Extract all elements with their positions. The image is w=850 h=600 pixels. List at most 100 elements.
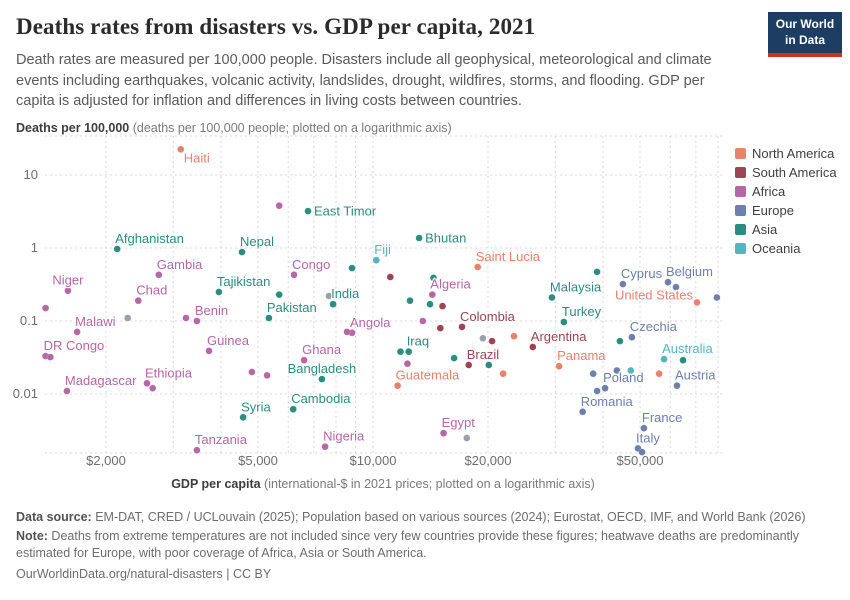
data-point-guinea[interactable]: [205, 347, 213, 355]
data-point-benin[interactable]: [193, 317, 201, 325]
data-point[interactable]: [479, 334, 487, 342]
data-point[interactable]: [672, 283, 680, 291]
data-point-tajikistan[interactable]: [215, 288, 223, 296]
data-point-panama[interactable]: [555, 362, 563, 370]
data-point[interactable]: [429, 274, 438, 282]
data-point[interactable]: [488, 337, 496, 345]
data-point[interactable]: [499, 370, 507, 378]
data-point-united-states[interactable]: [693, 298, 701, 307]
data-point[interactable]: [679, 356, 687, 364]
data-point[interactable]: [248, 368, 256, 376]
data-point-malaysia[interactable]: [548, 293, 556, 302]
data-point-romania[interactable]: [579, 408, 587, 416]
data-point[interactable]: [463, 434, 471, 442]
data-point[interactable]: [638, 448, 646, 456]
data-point-algeria[interactable]: [428, 290, 436, 299]
data-point[interactable]: [426, 300, 434, 308]
data-point[interactable]: [616, 337, 624, 345]
data-point[interactable]: [419, 317, 427, 325]
data-point[interactable]: [593, 387, 601, 395]
legend-swatch-oceania: [735, 243, 746, 254]
data-point-colombia[interactable]: [458, 323, 466, 331]
data-point-east-timor[interactable]: [304, 207, 312, 215]
data-point[interactable]: [386, 273, 394, 281]
legend-item-africa[interactable]: Africa: [735, 182, 837, 201]
footer-link[interactable]: OurWorldinData.org/natural-disasters | C…: [16, 567, 272, 581]
data-point[interactable]: [438, 302, 447, 310]
data-point-gambia[interactable]: [155, 271, 163, 279]
data-point-saint-lucia[interactable]: [474, 263, 482, 271]
data-point-cambodia[interactable]: [289, 405, 297, 413]
data-point-turkey[interactable]: [560, 318, 568, 326]
country-label: Malawi: [75, 314, 116, 329]
country-label: Panama: [557, 348, 606, 363]
data-point-haiti[interactable]: [177, 145, 185, 153]
data-point[interactable]: [263, 371, 271, 380]
data-point-brazil[interactable]: [465, 361, 473, 369]
data-point-belgium[interactable]: [664, 278, 672, 286]
data-point-fiji[interactable]: [372, 256, 380, 264]
data-point[interactable]: [450, 354, 458, 362]
data-point-tanzania[interactable]: [193, 446, 201, 454]
legend-item-asia[interactable]: Asia: [735, 220, 837, 239]
data-point[interactable]: [124, 314, 132, 322]
data-point[interactable]: [46, 353, 54, 361]
data-point[interactable]: [403, 360, 412, 368]
data-point[interactable]: [149, 384, 157, 392]
country-label: Cambodia: [291, 391, 351, 406]
data-point-ghana[interactable]: [300, 356, 308, 364]
data-point[interactable]: [348, 264, 356, 272]
data-point[interactable]: [406, 297, 414, 305]
data-point[interactable]: [396, 348, 405, 356]
data-point-pakistan[interactable]: [265, 314, 273, 322]
x-tick-label: $10,000: [350, 453, 397, 468]
data-point-congo[interactable]: [290, 271, 298, 279]
country-label: Saint Lucia: [476, 249, 541, 264]
legend-item-europe[interactable]: Europe: [735, 201, 837, 220]
data-point[interactable]: [275, 290, 283, 299]
data-point[interactable]: [589, 370, 597, 378]
data-point-egypt[interactable]: [439, 429, 448, 437]
data-point[interactable]: [436, 324, 444, 332]
data-point[interactable]: [182, 314, 190, 322]
data-point[interactable]: [485, 361, 493, 369]
data-point-bhutan[interactable]: [415, 234, 423, 242]
legend-item-south_america[interactable]: South America: [735, 163, 837, 182]
footer-note: Note: Deaths from extreme temperatures a…: [16, 528, 836, 563]
data-point-australia[interactable]: [660, 355, 668, 363]
data-point-nepal[interactable]: [238, 248, 246, 256]
data-point-austria[interactable]: [673, 382, 681, 390]
data-point-madagascar[interactable]: [63, 387, 71, 395]
data-point-iraq[interactable]: [405, 348, 413, 356]
data-point[interactable]: [275, 202, 283, 210]
data-point[interactable]: [627, 366, 635, 375]
data-point-afghanistan[interactable]: [113, 245, 121, 253]
data-point-india[interactable]: [329, 300, 337, 308]
data-point[interactable]: [510, 332, 518, 340]
data-point-cyprus[interactable]: [619, 280, 627, 288]
data-point-chad[interactable]: [134, 297, 142, 305]
owid-logo[interactable]: Our World in Data: [768, 12, 842, 57]
data-point-bangladesh[interactable]: [318, 375, 326, 383]
data-point-france[interactable]: [640, 424, 648, 432]
data-point[interactable]: [325, 292, 333, 300]
data-point-poland[interactable]: [601, 384, 609, 392]
data-point[interactable]: [41, 304, 50, 312]
data-point-ethiopia[interactable]: [143, 379, 151, 387]
country-label: Romania: [581, 394, 634, 409]
country-label: Nepal: [240, 234, 274, 249]
legend-item-north_america[interactable]: North America: [735, 144, 837, 163]
data-point[interactable]: [343, 328, 351, 336]
data-point-syria[interactable]: [239, 413, 247, 421]
data-point[interactable]: [655, 370, 663, 378]
data-point-argentina[interactable]: [529, 343, 537, 351]
data-point-guatemala[interactable]: [393, 382, 402, 390]
data-point[interactable]: [713, 293, 721, 302]
data-point-czechia[interactable]: [628, 333, 636, 341]
data-point-nigeria[interactable]: [321, 443, 329, 451]
data-point-niger[interactable]: [64, 287, 72, 295]
legend-item-oceania[interactable]: Oceania: [735, 239, 837, 258]
data-point[interactable]: [593, 268, 601, 276]
data-point[interactable]: [613, 366, 621, 375]
data-point-malawi[interactable]: [73, 328, 81, 336]
